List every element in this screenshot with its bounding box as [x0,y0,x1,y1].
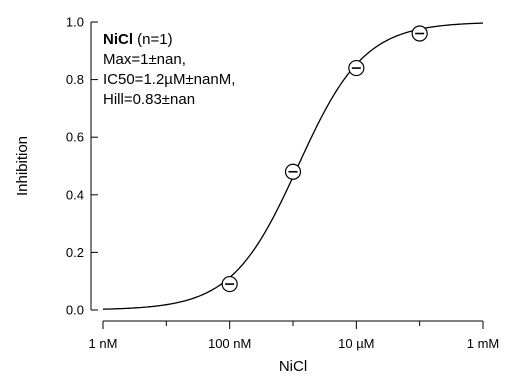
x-tick-label-3: 1 mM [467,336,500,351]
y-tick-label-4: 0.8 [66,72,84,87]
x-tick-label-2: 10 µM [338,336,374,351]
x-axis-ticks: 1 nM 100 nM 10 µM 1 mM [89,321,500,351]
annotation-name: NiCl [103,31,133,48]
x-axis-title: NiCl [279,358,307,375]
y-tick-label-2: 0.4 [66,187,84,202]
data-point [411,25,428,42]
y-axis-title: Inhibition [14,136,31,196]
annotation-hill: Hill=0.83±nan [103,91,195,108]
y-tick-label-5: 1.0 [66,15,84,30]
annotation-ic50: IC50=1.2µM±nanM, [103,71,235,88]
fit-annotation: NiCl (n=1) Max=1±nan, IC50=1.2µM±nanM, H… [103,31,235,108]
data-point [284,163,302,180]
plot-area: 0.0 0.2 0.4 0.6 0.8 1.0 1 nM 100 nM 10 µM 1 mM [66,15,499,352]
annotation-max: Max=1±nan, [103,51,186,68]
data-point [221,275,238,293]
data-point [348,59,365,77]
annotation-title: NiCl (n=1) [103,31,173,48]
y-tick-label-0: 0.0 [66,303,84,318]
y-tick-label-3: 0.6 [66,130,84,145]
x-tick-label-0: 1 nM [89,336,118,351]
x-tick-label-1: 100 nM [208,336,251,351]
y-tick-label-1: 0.2 [66,245,84,260]
y-axis-ticks: 0.0 0.2 0.4 0.6 0.8 1.0 [66,15,98,318]
annotation-n: (n=1) [133,31,173,48]
data-points [221,25,428,293]
